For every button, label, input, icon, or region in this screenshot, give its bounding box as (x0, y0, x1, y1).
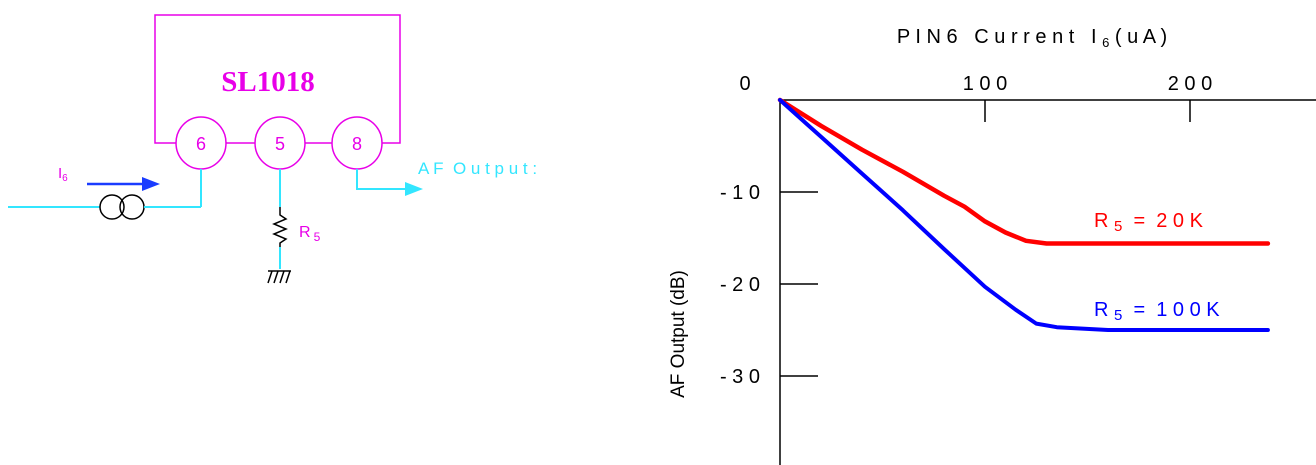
origin-label: 0 (739, 73, 750, 95)
pin-8-label: 8 (352, 134, 362, 154)
series-layer (777, 97, 1271, 332)
chart: P I N 6 C u r r e n t I 6 ( u A ) AF Out… (668, 26, 1316, 465)
y-axis-title: AF Output (dB) (668, 270, 689, 398)
current-source-label: I6 (58, 165, 68, 184)
y-tick-label-30: - 3 0 (720, 366, 760, 388)
series-label-20k: R 5 = 2 0 K (1094, 210, 1204, 235)
y-tick-label-20: - 2 0 (720, 274, 760, 296)
y-ticks: - 1 0 - 2 0 - 3 0 (720, 182, 818, 388)
x-tick-label-100: 1 0 0 (963, 73, 1007, 95)
series-line-r5-100k (778, 98, 1270, 332)
output-label: A F O u t p u t : (418, 159, 537, 178)
output-arrow-icon (405, 182, 423, 196)
x-tick-label-200: 2 0 0 (1168, 73, 1212, 95)
chip-outline (154, 14, 401, 144)
pin-6-label: 6 (196, 134, 206, 154)
series-label-100k: R 5 = 1 0 0 K (1094, 299, 1220, 324)
pin-5-label: 5 (275, 134, 285, 154)
ground-icon (267, 270, 291, 284)
current-source-left-ring (99, 194, 125, 220)
pin-8-output-wire (356, 169, 405, 190)
chart-title: P I N 6 C u r r e n t I 6 ( u A ) (897, 26, 1167, 50)
series-line-r5-20k (777, 97, 1271, 246)
y-tick-label-10: - 1 0 (720, 182, 760, 204)
current-arrow-icon (142, 177, 160, 191)
resistor-r5 (272, 207, 288, 247)
chip-name: SL1018 (221, 66, 314, 98)
x-ticks: 1 0 0 2 0 0 (963, 73, 1212, 122)
